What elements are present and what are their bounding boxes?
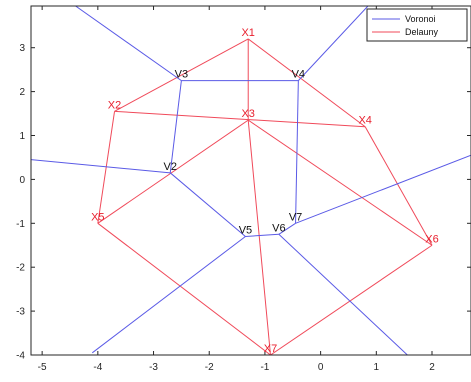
plot-area (31, 6, 471, 355)
site-label-x3: X3 (241, 108, 254, 120)
voronoi-edge-11 (278, 233, 409, 355)
y-tick-label: -3 (16, 307, 25, 318)
vertex-label-v5: V5 (239, 224, 252, 236)
axis-ticks: -5 -4 -3 -2 -1 0 1 2 3 2 1 0 -1 -2 -3 -4 (16, 6, 471, 373)
legend: Voronoi Delauny (366, 8, 468, 42)
y-tick-label: 3 (19, 43, 25, 54)
voronoi-edge-9 (31, 159, 171, 174)
voronoi-edge-4 (169, 172, 246, 237)
delaunay-edge-2 (247, 38, 366, 128)
voronoi-edge-2 (169, 80, 182, 173)
voronoi-edge-8 (297, 6, 369, 81)
x-tick-label: -5 (38, 362, 47, 373)
vertex-label-v2: V2 (164, 161, 177, 173)
vertex-label-v6: V6 (272, 222, 285, 234)
delaunay-edge-8 (247, 119, 433, 246)
delaunay-edge-4 (114, 110, 366, 128)
delaunay-edge-5 (97, 111, 116, 224)
vertex-label-v7: V7 (289, 211, 302, 223)
legend-label: Delauny (405, 27, 439, 37)
y-tick-label: -2 (16, 263, 25, 274)
voronoi-edge-5 (245, 233, 279, 237)
legend-box (366, 8, 468, 42)
site-label-x1: X1 (241, 27, 254, 39)
x-tick-label: -1 (260, 362, 269, 373)
delaunay-edge-1 (114, 38, 249, 112)
site-label-x4: X4 (358, 115, 371, 127)
delaunay-edge-10 (97, 222, 271, 355)
voronoi-edge-10 (91, 236, 246, 354)
y-tick-label: 0 (19, 175, 25, 186)
point-labels: X1 X2 X3 X4 X5 X6 X7 V2 V3 V4 V5 V6 V7 (91, 27, 439, 355)
delaunay-edge-9 (364, 126, 433, 246)
x-tick-label: -4 (93, 362, 102, 373)
site-label-x7: X7 (264, 343, 277, 355)
voronoi-edge-7 (75, 6, 182, 82)
x-tick-label: 2 (429, 362, 435, 373)
site-label-x6: X6 (425, 233, 438, 245)
vertex-label-v3: V3 (175, 69, 188, 81)
delaunay-edge-7 (247, 120, 271, 355)
vertex-label-v4: V4 (292, 69, 305, 81)
x-tick-label: 1 (374, 362, 380, 373)
legend-label: Voronoi (405, 14, 436, 24)
y-tick-label: 2 (19, 87, 25, 98)
site-label-x5: X5 (91, 211, 104, 223)
voronoi-edge-3 (295, 80, 299, 224)
delaunay-edge-6 (97, 119, 249, 224)
x-tick-label: -2 (205, 362, 214, 373)
voronoi-edge-12 (295, 154, 471, 224)
plot-frame (30, 5, 471, 356)
site-label-x2: X2 (108, 99, 121, 111)
y-tick-label: -4 (16, 351, 25, 362)
delaunay-edge-11 (270, 244, 433, 355)
voronoi-edge-6 (278, 222, 296, 235)
y-tick-label: -1 (16, 219, 25, 230)
x-tick-label: 0 (318, 362, 324, 373)
x-tick-label: -3 (149, 362, 158, 373)
y-tick-label: 1 (19, 131, 25, 142)
